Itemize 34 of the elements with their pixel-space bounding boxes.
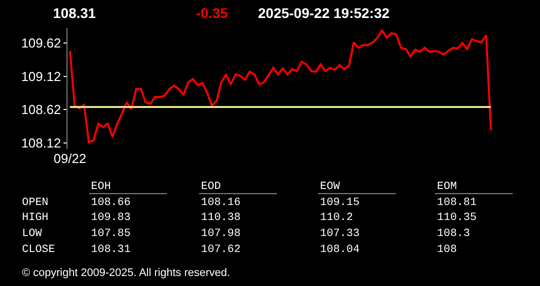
category-label: EOW [320,181,340,193]
category-label: EOH [91,181,111,193]
category-label: CLOSE [22,244,56,256]
text: -0.35 [196,5,228,21]
text: 108.16 [201,197,241,209]
text: 108.04 [320,244,360,256]
category-label: EOM [437,181,457,193]
text: 108.31 [53,5,96,21]
y-tick-label: 108.12 [21,136,61,151]
text: 2025-09-22 19:52:32 [258,5,390,21]
text: 108.81 [437,197,478,209]
text: 107.98 [201,228,241,240]
text: 108.3 [437,228,470,240]
line-series [68,29,492,144]
x-tick-label: 09/22 [54,150,86,166]
y-tick-label: 109.12 [21,68,61,84]
category-label: LOW [22,228,42,240]
text: 109.83 [91,212,131,224]
category-label: OPEN [22,197,48,209]
text: 110.35 [437,212,477,224]
text: 108.31 [91,244,132,256]
text: 110.2 [320,212,354,224]
text: 109.15 [320,197,360,209]
text: 108.66 [91,197,131,209]
text: 107.62 [201,244,241,256]
y-tick-label: 109.62 [21,36,61,51]
text: 107.33 [320,228,360,240]
category-label: HIGH [22,212,48,224]
text: 108 [437,244,457,256]
text: 107.85 [91,228,131,240]
y-tick-label: 108.62 [21,102,61,118]
text: © copyright 2009-2025. All rights reserved. [22,267,230,279]
category-label: EOD [201,181,222,193]
text: 110.38 [201,212,241,224]
